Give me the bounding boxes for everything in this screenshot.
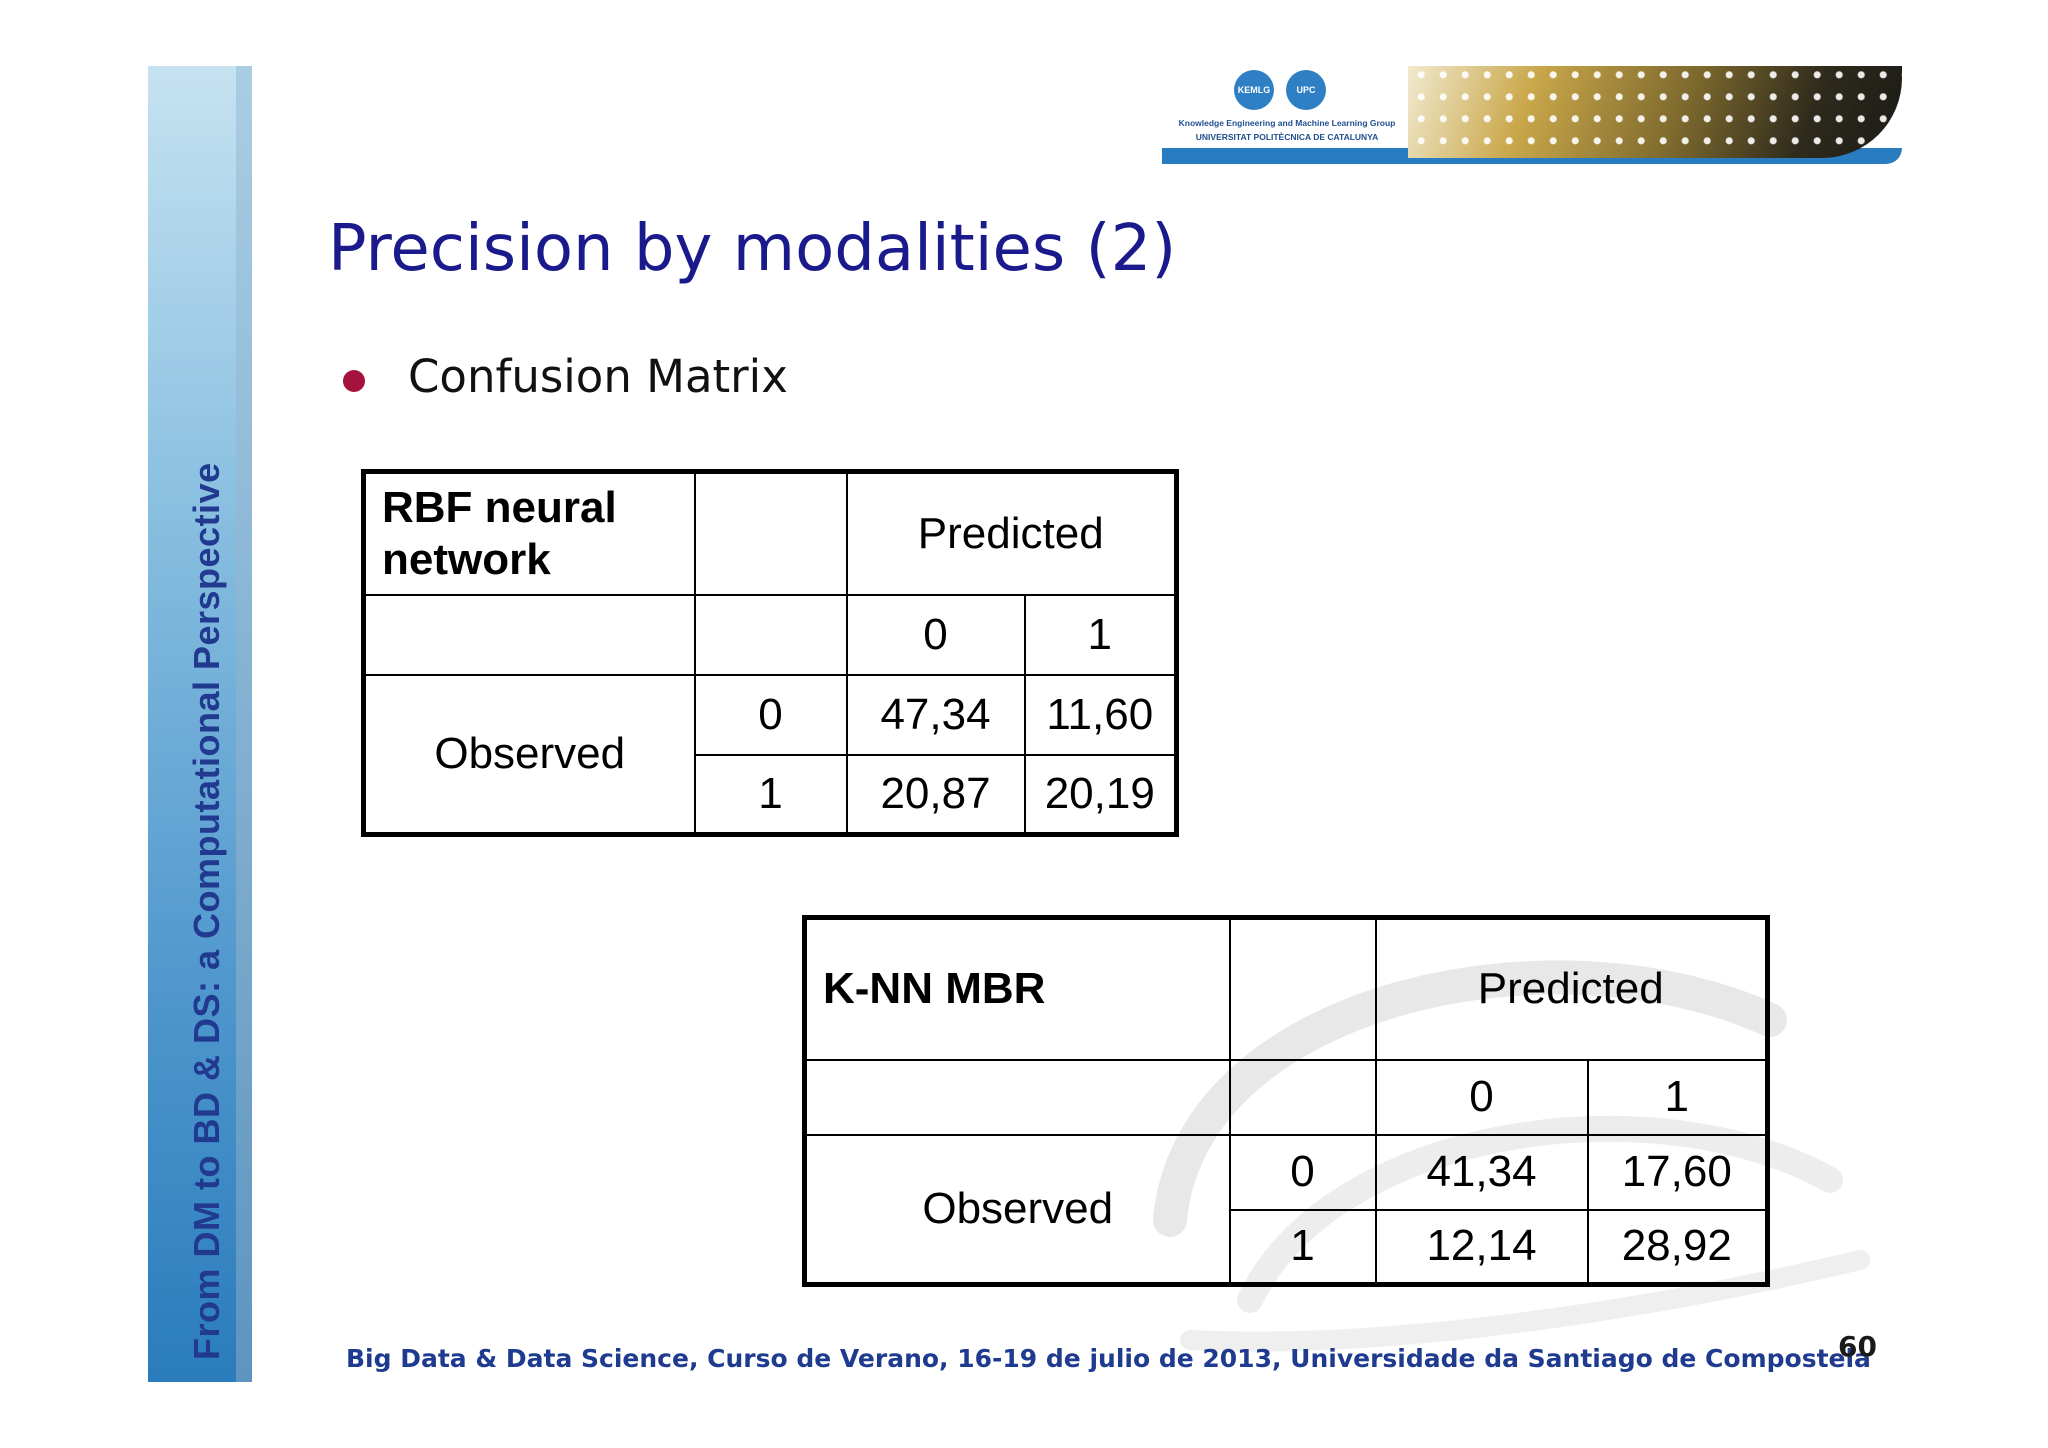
confusion-matrix-knn: K-NN MBR Predicted 0 1 Observed 0 41,34 …	[802, 915, 1770, 1287]
confusion-matrix-rbf: RBF neural network Predicted 0 1 Observe…	[361, 469, 1179, 837]
matrix-cell: 17,60	[1586, 1133, 1769, 1211]
matrix-cell: 20,87	[845, 753, 1026, 836]
observed-class-0: 0	[1228, 1133, 1377, 1211]
matrix-cell: 41,34	[1374, 1133, 1589, 1211]
matrix-cell: 11,60	[1023, 673, 1178, 756]
bullet-text: Confusion Matrix	[408, 350, 788, 403]
observed-class-1: 1	[1228, 1208, 1377, 1286]
model-name: K-NN MBR	[803, 916, 1231, 1061]
sidebar-band	[148, 66, 252, 1382]
upc-logo-icon: UPC	[1286, 70, 1326, 110]
logo-line-1: Knowledge Engineering and Machine Learni…	[1178, 118, 1396, 128]
kemlg-logo-icon: KEMLG	[1234, 70, 1274, 110]
predicted-class-1: 1	[1023, 593, 1178, 676]
matrix-cell: 47,34	[845, 673, 1026, 756]
predicted-class-0: 0	[845, 593, 1026, 676]
empty-cell	[1228, 916, 1377, 1061]
observed-class-1: 1	[693, 753, 848, 836]
page-title: Precision by modalities (2)	[328, 212, 1177, 286]
observed-header: Observed	[362, 673, 696, 836]
logo-photo	[1408, 66, 1902, 158]
predicted-class-0: 0	[1374, 1058, 1589, 1136]
logo-line-2: UNIVERSITAT POLITÈCNICA DE CATALUNYA	[1195, 132, 1379, 142]
empty-cell	[803, 1058, 1231, 1136]
matrix-cell: 28,92	[1586, 1208, 1769, 1286]
sidebar-title: From DM to BD & DS: a Computational Pers…	[186, 462, 227, 1360]
matrix-cell: 12,14	[1374, 1208, 1589, 1286]
matrix-cell: 20,19	[1023, 753, 1178, 836]
observed-class-0: 0	[693, 673, 848, 756]
empty-cell	[1228, 1058, 1377, 1136]
empty-cell	[362, 593, 696, 676]
observed-header: Observed	[803, 1133, 1231, 1286]
empty-cell	[693, 593, 848, 676]
model-name: RBF neural network	[362, 470, 696, 596]
empty-cell	[693, 470, 848, 596]
predicted-class-1: 1	[1586, 1058, 1769, 1136]
predicted-header: Predicted	[1374, 916, 1769, 1061]
predicted-header: Predicted	[845, 470, 1178, 596]
footer-text: Big Data & Data Science, Curso de Verano…	[346, 1344, 1871, 1373]
page-number: 60	[1838, 1330, 1877, 1363]
header-logo: KEMLG UPC Knowledge Engineering and Mach…	[1162, 66, 1902, 166]
bullet-icon	[343, 370, 365, 392]
